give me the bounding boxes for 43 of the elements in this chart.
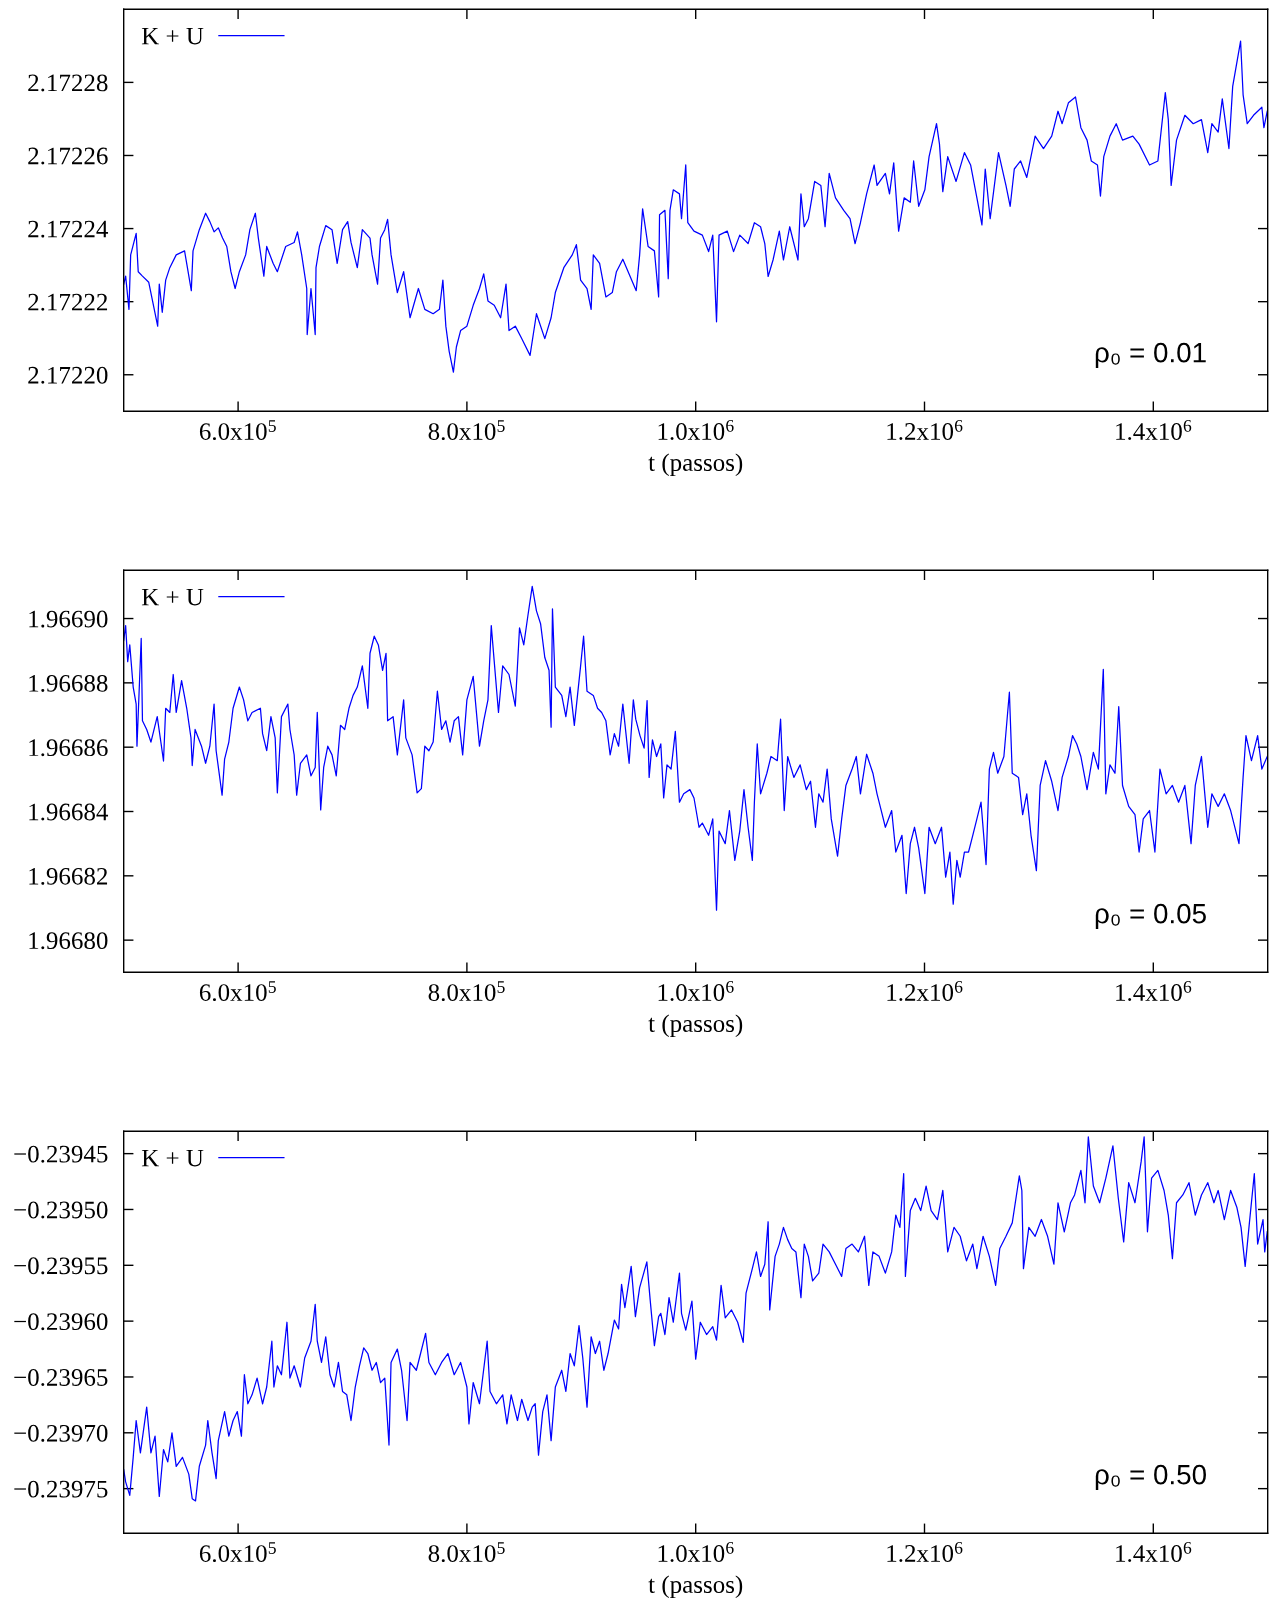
- line-series: [123, 1136, 1268, 1502]
- y-tick-label: 1.96686: [29, 739, 108, 757]
- x-tick-label: 1.2x10$^{6}$: [887, 1542, 963, 1562]
- y-tick-label: −0.23975: [14, 1480, 108, 1498]
- x-axis-title: t (passos): [648, 1575, 743, 1599]
- x-tick-label: 1.2x10$^{6}$: [887, 981, 963, 1001]
- legend-label: K + U: [141, 588, 204, 606]
- x-tick-label: 1.4x10$^{6}$: [1116, 981, 1192, 1001]
- y-tick-label: −0.23970: [14, 1424, 108, 1442]
- y-tick-label: −0.23960: [14, 1313, 108, 1331]
- x-tick-label: 1.0x10$^{6}$: [658, 981, 734, 1001]
- x-tick-label: 1.2x10$^{6}$: [887, 420, 963, 440]
- x-axis-title: t (passos): [648, 1014, 743, 1038]
- y-tick-label: −0.23945: [14, 1145, 108, 1163]
- y-tick-label: 1.96680: [29, 932, 108, 950]
- x-tick-label: 1.4x10$^{6}$: [1116, 420, 1192, 440]
- legend-label: K + U: [141, 1149, 204, 1167]
- x-tick-label: 6.0x10$^{5}$: [199, 420, 276, 441]
- y-tick-label: 2.17226: [28, 147, 108, 165]
- x-tick-label: 8.0x10$^{5}$: [428, 420, 505, 441]
- annotation: ρ₀ = 0.05: [1095, 903, 1206, 929]
- x-axis-title: t (passos): [648, 453, 743, 477]
- y-tick-label: 1.96688: [29, 674, 108, 692]
- annotation: ρ₀ = 0.50: [1095, 1464, 1206, 1490]
- x-tick-label: 6.0x10$^{5}$: [199, 981, 276, 1002]
- y-tick-label: 1.96682: [29, 867, 108, 885]
- x-tick-label: 8.0x10$^{5}$: [428, 1542, 505, 1563]
- annotation: ρ₀ = 0.01: [1095, 342, 1206, 368]
- y-tick-label: −0.23950: [14, 1201, 108, 1219]
- y-tick-label: 2.17222: [28, 293, 108, 311]
- y-tick-label: 2.17224: [28, 220, 109, 238]
- x-tick-label: 1.0x10$^{6}$: [658, 420, 734, 440]
- y-tick-label: 1.96690: [29, 610, 108, 628]
- x-tick-label: 8.0x10$^{5}$: [428, 981, 505, 1002]
- y-tick-label: −0.23965: [14, 1369, 108, 1386]
- legend-label: K + U: [141, 27, 204, 45]
- y-tick-label: 1.96684: [29, 803, 109, 821]
- x-tick-label: 1.4x10$^{6}$: [1116, 1542, 1192, 1562]
- x-tick-label: 6.0x10$^{5}$: [199, 1542, 276, 1563]
- x-tick-label: 1.0x10$^{6}$: [658, 1542, 734, 1562]
- y-tick-label: 2.17220: [28, 366, 108, 384]
- y-tick-label: −0.23955: [14, 1257, 108, 1275]
- y-tick-label: 2.17228: [28, 74, 108, 92]
